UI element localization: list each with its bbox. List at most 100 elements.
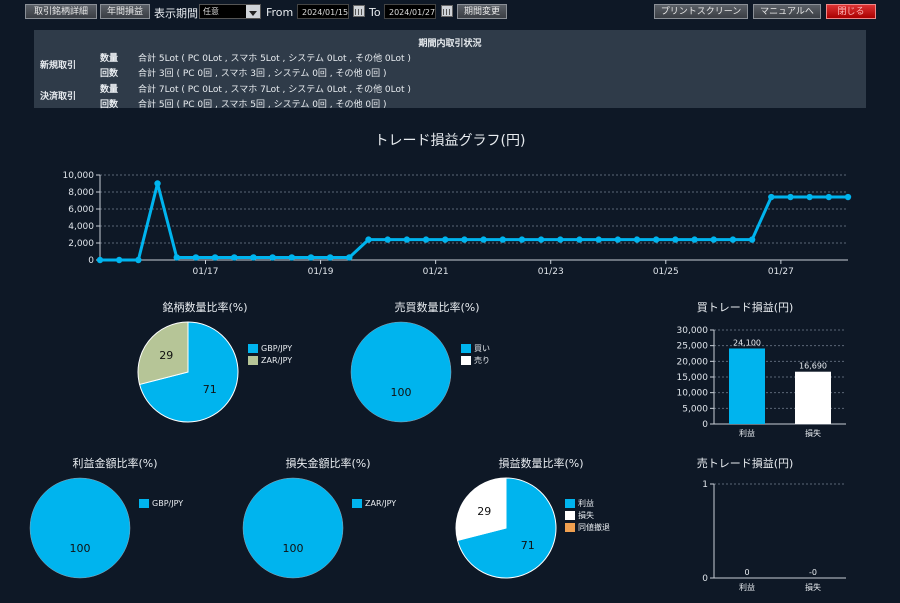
pie-slice-label: 29: [159, 349, 173, 362]
pie-slice: [350, 321, 452, 423]
pl-data-point: [442, 236, 449, 243]
pl-data-point: [154, 180, 161, 187]
pl-data-point: [326, 254, 334, 261]
x-tick-label: 01/27: [768, 267, 794, 277]
annual-pl-button[interactable]: 年間損益: [100, 4, 150, 19]
legend-label: 利益: [578, 498, 594, 508]
symbol-qty-pie: 71 29: [137, 321, 239, 423]
to-date-input[interactable]: 2024/01/27: [384, 4, 436, 19]
sell-trade-pl-bar-chart: 0 1 0 利益 -0 損失: [702, 480, 846, 592]
pl-data-point: [96, 256, 104, 264]
y-tick-label: 1: [702, 480, 708, 490]
pl-data-point: [365, 236, 372, 243]
x-tick-label: 利益: [739, 428, 755, 438]
pl-data-point: [787, 193, 794, 201]
y-tick-label: 2,000: [68, 239, 94, 249]
pl-data-point: [192, 254, 200, 261]
chevron-down-icon[interactable]: [246, 5, 260, 18]
legend: ZAR/JPY: [352, 497, 396, 509]
pl-data-point: [595, 236, 602, 243]
y-tick-label: 8,000: [68, 188, 94, 198]
period-change-button[interactable]: 期間変更: [457, 4, 507, 19]
y-tick-label: 10,000: [677, 389, 709, 399]
legend-swatch: [461, 343, 471, 353]
pie-title: 損益数量比率(%): [498, 457, 584, 470]
x-tick-label: 利益: [739, 582, 755, 592]
loss-amount-pie: 100: [242, 477, 344, 579]
pie-title: 利益金額比率(%): [72, 457, 158, 470]
trade-detail-button[interactable]: 取引銘柄詳細: [25, 4, 97, 19]
legend: 買い 売り: [461, 342, 490, 366]
pl-data-point: [825, 193, 833, 201]
legend: GBP/JPY: [139, 497, 183, 509]
pie-slice: [456, 477, 557, 579]
x-tick-label: 損失: [805, 428, 821, 438]
x-tick-label: 損失: [805, 582, 821, 592]
y-tick-label: 4,000: [68, 222, 94, 232]
pl-line-chart: 0 2,000 4,000 6,000 8,000 10,000 01/17 01/19 01/…: [63, 171, 852, 277]
legend: GBP/JPY ZAR/JPY: [248, 342, 292, 366]
pl-data-point: [614, 236, 622, 243]
to-label: To: [369, 6, 381, 19]
legend-label: 同値撤退: [578, 522, 610, 532]
pie-title: 損失金額比率(%): [285, 457, 371, 470]
calendar-icon[interactable]: [353, 5, 365, 17]
legend-swatch: [565, 522, 575, 532]
legend-label: 損失: [578, 510, 594, 520]
pl-data-point: [768, 193, 775, 201]
legend: 利益 損失 同値撤退: [565, 497, 610, 533]
pl-data-point: [173, 254, 180, 261]
buy-sell-qty-pie: 100: [350, 321, 452, 423]
y-tick-label: 20,000: [677, 357, 709, 367]
legend-swatch: [248, 355, 258, 365]
pie-slice: [29, 477, 131, 579]
period-select-value: 任意: [203, 7, 219, 16]
row-key: 回数: [100, 100, 119, 110]
pl-data-point: [633, 236, 641, 243]
y-tick-label: 0: [702, 574, 708, 584]
period-label: 表示期間: [154, 7, 198, 20]
pl-data-point: [250, 254, 257, 261]
pl-data-point: [576, 236, 583, 243]
bar-value-label: 24,100: [733, 338, 761, 347]
pl-data-point: [518, 236, 526, 243]
pl-data-point: [231, 254, 238, 261]
legend-swatch: [565, 510, 575, 520]
pie-slice-label: 71: [521, 539, 535, 552]
pie-title: 銘柄数量比率(%): [162, 301, 248, 314]
x-tick-label: 01/25: [653, 267, 679, 277]
pl-data-point: [710, 236, 717, 243]
pl-data-point: [461, 236, 468, 243]
row-value: 合計 3回 ( PC 0回 , スマホ 3回 , システム 0回 , その他 0…: [138, 69, 387, 79]
pie-slice: [242, 477, 344, 579]
pl-data-point: [691, 236, 698, 243]
manual-button[interactable]: マニュアルへ: [753, 4, 821, 19]
bar-title: 売トレード損益(円): [696, 457, 794, 470]
pie-slice-label: 100: [391, 386, 412, 399]
close-button[interactable]: 閉じる: [826, 4, 876, 19]
close-trade-label: 決済取引: [40, 92, 77, 102]
pl-data-point: [288, 254, 295, 261]
legend-label: ZAR/JPY: [365, 498, 397, 508]
from-date-input[interactable]: 2024/01/15: [297, 4, 349, 19]
pie-slice-label: 100: [283, 542, 304, 555]
pl-qty-pie: 71 29: [455, 477, 557, 579]
print-screen-button[interactable]: プリントスクリーン: [654, 4, 748, 19]
x-tick-label: 01/21: [423, 267, 449, 277]
legend-label: 売り: [474, 355, 490, 365]
row-value: 合計 5Lot ( PC 0Lot , スマホ 5Lot , システム 0Lot…: [138, 54, 411, 64]
legend-label: ZAR/JPY: [261, 355, 293, 365]
y-tick-label: 0: [702, 420, 708, 430]
y-tick-label: 25,000: [677, 342, 709, 352]
period-select[interactable]: 任意: [199, 4, 261, 19]
pl-data-point: [403, 236, 411, 243]
pl-data-point: [844, 193, 852, 201]
pl-data-point: [115, 256, 123, 264]
calendar-icon[interactable]: [441, 5, 453, 17]
row-key: 数量: [100, 85, 119, 95]
legend-swatch: [565, 498, 575, 508]
legend-swatch: [352, 498, 362, 508]
pl-data-point: [384, 236, 391, 243]
pl-data-point: [346, 254, 353, 261]
pl-data-point: [135, 256, 142, 264]
